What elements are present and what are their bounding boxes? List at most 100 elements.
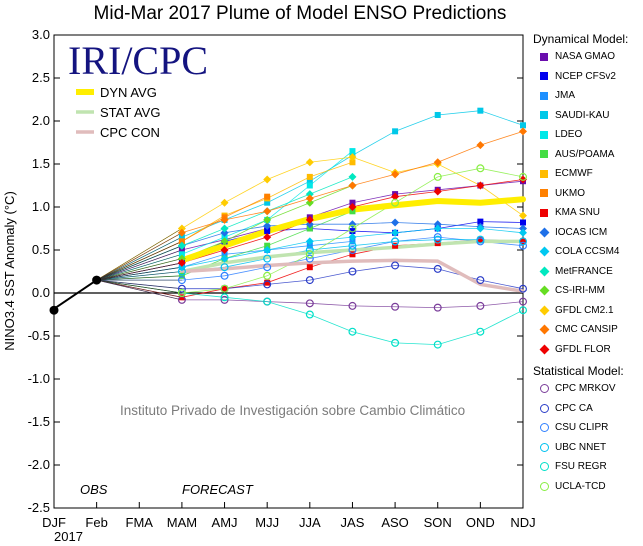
data-point xyxy=(518,284,527,293)
average-legend-label: STAT AVG xyxy=(100,105,160,120)
data-point xyxy=(263,221,272,230)
guide-line xyxy=(96,271,182,281)
data-point xyxy=(348,233,357,242)
x-tick-label: AMJ xyxy=(212,515,238,530)
guide-line xyxy=(96,258,182,281)
data-point xyxy=(476,235,485,244)
legend-marker xyxy=(533,305,555,316)
circle-marker-icon xyxy=(539,442,549,452)
data-point xyxy=(348,327,357,336)
data-point xyxy=(177,289,186,298)
data-point xyxy=(178,247,185,253)
legend-label: AUS/POAMA xyxy=(555,148,615,160)
legend-marker xyxy=(533,423,555,433)
legend-item: CMC CANSIP xyxy=(533,320,643,340)
data-point xyxy=(264,242,271,249)
data-point xyxy=(221,251,228,258)
x-tick-label: MJJ xyxy=(255,515,279,530)
legend-marker xyxy=(533,91,555,100)
square-marker-icon xyxy=(540,150,548,159)
data-point xyxy=(519,224,527,233)
data-point xyxy=(263,297,272,306)
data-point xyxy=(520,238,526,245)
data-point xyxy=(518,297,527,306)
legend-marker xyxy=(533,111,555,120)
data-point xyxy=(349,208,356,215)
data-point xyxy=(305,158,314,167)
guide-line xyxy=(96,279,182,301)
legend-marker xyxy=(533,52,555,61)
guide-line xyxy=(96,232,183,281)
data-point xyxy=(391,218,400,227)
average-line xyxy=(180,258,525,294)
data-point xyxy=(349,148,356,155)
guide-line xyxy=(96,279,182,289)
x-tick-label: JAS xyxy=(341,515,365,530)
data-point xyxy=(476,141,485,150)
data-point xyxy=(433,172,442,181)
data-point xyxy=(348,181,357,190)
year-label: 2017 xyxy=(54,529,83,544)
average-legend-label: CPC CON xyxy=(100,125,160,140)
data-point xyxy=(392,128,399,135)
legend-label: LDEO xyxy=(555,129,583,141)
data-point xyxy=(220,215,229,224)
legend-label: UCLA-TCD xyxy=(555,480,606,492)
data-point xyxy=(476,224,485,233)
observed-point xyxy=(49,305,59,315)
guide-line xyxy=(96,266,182,281)
forecast-label: FORECAST xyxy=(182,482,254,497)
data-point xyxy=(263,175,272,184)
data-point xyxy=(391,228,400,237)
data-point xyxy=(433,224,442,233)
data-point xyxy=(306,264,313,271)
data-point xyxy=(305,299,314,308)
data-point xyxy=(306,178,313,185)
data-point xyxy=(349,199,356,206)
square-marker-icon xyxy=(540,208,548,217)
guide-line xyxy=(96,241,183,281)
data-point xyxy=(178,251,185,258)
legend-label: KMA SNU xyxy=(555,207,601,219)
data-point xyxy=(518,241,527,250)
legend-label: FSU REGR xyxy=(555,461,607,473)
data-point xyxy=(433,235,442,244)
data-point xyxy=(263,215,272,224)
x-tick-label: OND xyxy=(466,515,495,530)
data-point xyxy=(263,233,272,242)
data-point xyxy=(348,153,357,162)
data-point xyxy=(263,271,272,280)
data-point xyxy=(177,276,186,285)
data-point xyxy=(178,238,185,245)
data-point xyxy=(263,280,272,289)
data-point xyxy=(477,218,484,225)
legend-label: CS-IRI-MM xyxy=(555,285,605,297)
legend-marker xyxy=(533,72,555,81)
data-point xyxy=(263,263,272,272)
legend-marker xyxy=(533,169,555,178)
data-point xyxy=(519,127,527,136)
guide-line xyxy=(96,236,183,281)
square-marker-icon xyxy=(540,130,548,139)
y-tick-label: 3.0 xyxy=(32,27,50,42)
circle-marker-icon xyxy=(539,403,549,413)
y-tick-label: -2.5 xyxy=(28,500,50,515)
data-point xyxy=(519,175,527,184)
legend-label: CPC CA xyxy=(555,402,593,414)
legend-label: COLA CCSM4 xyxy=(555,246,620,258)
model-legend: Dynamical Model: NASA GMAO NCEP CFSv2 JMA SA… xyxy=(533,31,643,496)
legend-label: JMA xyxy=(555,90,575,102)
data-point xyxy=(305,194,314,203)
data-point xyxy=(349,238,356,245)
data-point xyxy=(433,233,442,242)
data-point xyxy=(305,190,314,199)
data-point xyxy=(264,228,271,235)
data-point xyxy=(177,228,186,237)
square-marker-icon xyxy=(540,72,548,81)
series-line xyxy=(96,279,524,346)
legend-group-heading: Statistical Model: xyxy=(533,364,624,378)
average-legend-label: DYN AVG xyxy=(100,85,157,100)
data-point xyxy=(305,254,314,263)
data-point xyxy=(305,246,314,255)
data-point xyxy=(391,192,400,201)
